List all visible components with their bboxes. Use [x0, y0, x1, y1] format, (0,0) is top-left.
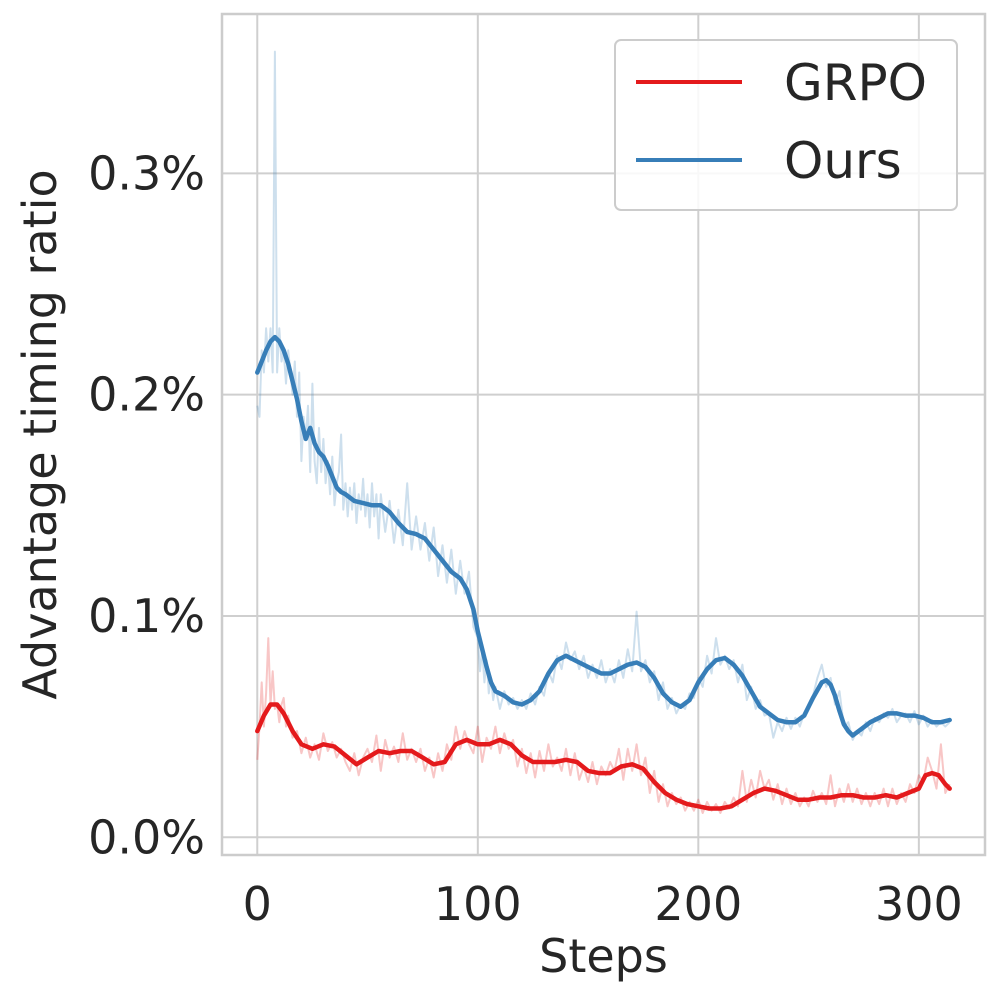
x-tick-label: 100 — [434, 877, 522, 931]
x-tick-labels: 0 100 200 300 — [243, 877, 963, 931]
smoothed-line-grpo — [255, 702, 952, 811]
y-tick-label: 0.3% — [88, 146, 205, 200]
legend-label-ours: Ours — [784, 132, 902, 190]
raw-line-grpo — [256, 637, 951, 814]
smoothed-series-lines — [255, 334, 952, 811]
x-axis-title: Steps — [539, 929, 668, 983]
legend: GRPO Ours — [614, 39, 958, 211]
y-tick-label: 0.2% — [88, 368, 205, 422]
smoothed-line-ours — [255, 334, 952, 738]
x-tick-label: 0 — [243, 877, 272, 931]
y-tick-label: 0.0% — [88, 810, 205, 864]
x-tick-label: 300 — [875, 877, 963, 931]
plot-frame — [220, 12, 987, 857]
x-tick-label: 200 — [654, 877, 742, 931]
y-axis-title: Advantage timing ratio — [13, 169, 67, 699]
y-tick-labels: 0.0% 0.1% 0.2% 0.3% — [88, 146, 205, 864]
legend-label-grpo: GRPO — [784, 54, 927, 112]
y-tick-label: 0.1% — [88, 589, 205, 643]
